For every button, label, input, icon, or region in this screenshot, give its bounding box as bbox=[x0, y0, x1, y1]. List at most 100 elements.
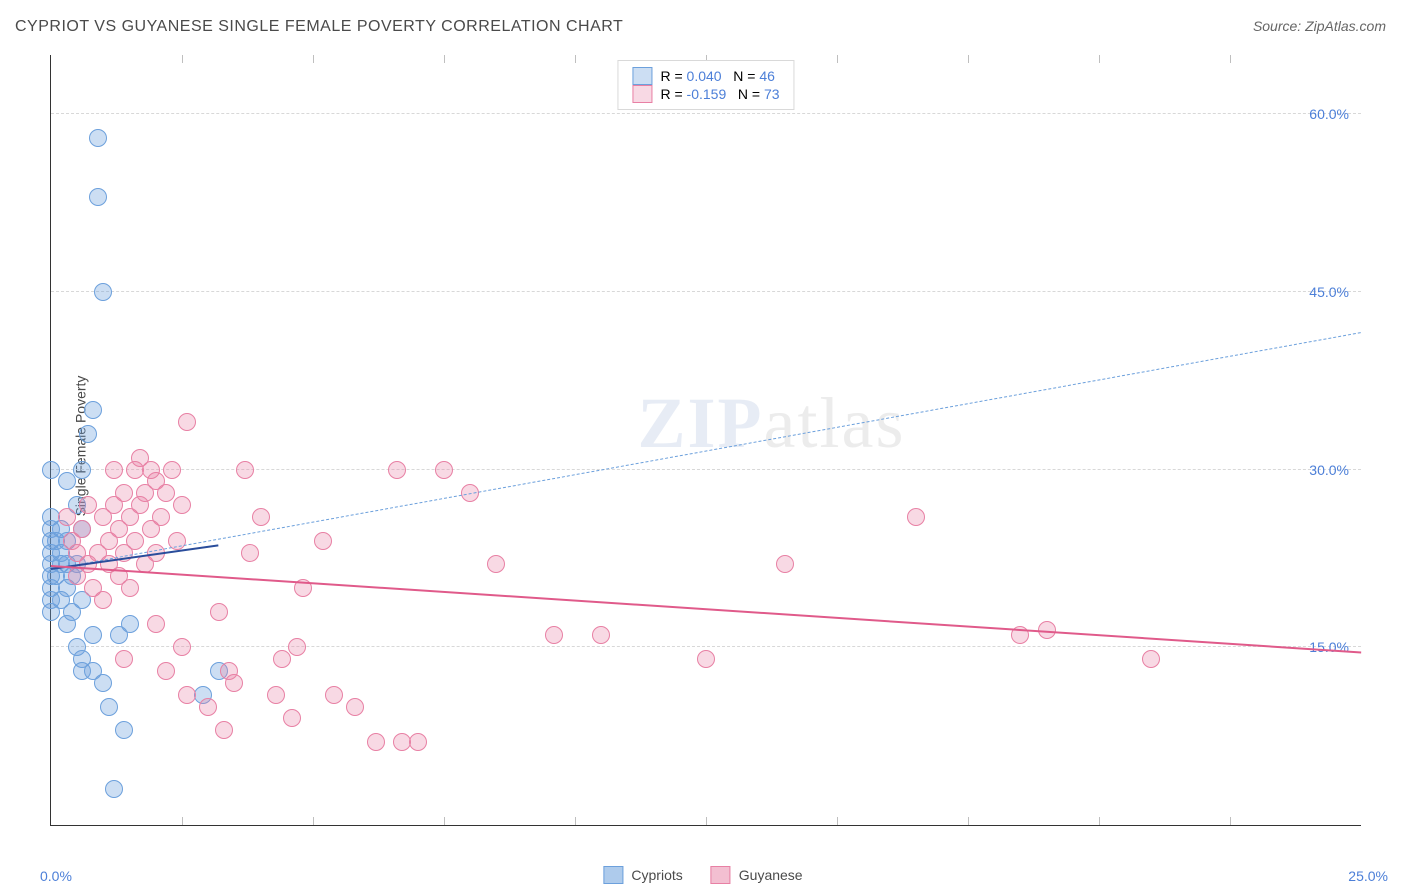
scatter-point bbox=[283, 709, 301, 727]
scatter-point bbox=[367, 733, 385, 751]
scatter-point bbox=[776, 555, 794, 573]
scatter-point bbox=[152, 508, 170, 526]
tick-top bbox=[1230, 55, 1231, 63]
scatter-point bbox=[273, 650, 291, 668]
scatter-point bbox=[79, 496, 97, 514]
scatter-point bbox=[388, 461, 406, 479]
scatter-point bbox=[325, 686, 343, 704]
scatter-point bbox=[173, 496, 191, 514]
scatter-point bbox=[147, 615, 165, 633]
scatter-point bbox=[178, 686, 196, 704]
legend-swatch-guyanese bbox=[711, 866, 731, 884]
correlation-text: R = 0.040 N = 46 bbox=[660, 68, 774, 84]
scatter-point bbox=[58, 508, 76, 526]
tick-top bbox=[837, 55, 838, 63]
tick-bottom bbox=[575, 817, 576, 825]
tick-bottom bbox=[182, 817, 183, 825]
correlation-text: R = -0.159 N = 73 bbox=[660, 86, 779, 102]
scatter-point bbox=[79, 425, 97, 443]
tick-top bbox=[444, 55, 445, 63]
legend-label-guyanese: Guyanese bbox=[739, 867, 803, 883]
chart-container: CYPRIOT VS GUYANESE SINGLE FEMALE POVERT… bbox=[0, 0, 1406, 892]
trend-line bbox=[51, 565, 1361, 653]
scatter-point bbox=[697, 650, 715, 668]
bottom-legend: Cypriots Guyanese bbox=[603, 866, 802, 884]
plot-area: ZIPatlas 15.0% 30.0% 45.0% 60.0% R = 0.040 N… bbox=[50, 55, 1361, 826]
watermark-atlas: atlas bbox=[764, 383, 906, 463]
legend-swatch bbox=[632, 85, 652, 103]
scatter-point bbox=[73, 520, 91, 538]
scatter-point bbox=[199, 698, 217, 716]
correlation-legend-row: R = -0.159 N = 73 bbox=[632, 85, 779, 103]
correlation-legend-row: R = 0.040 N = 46 bbox=[632, 67, 779, 85]
scatter-point bbox=[409, 733, 427, 751]
tick-bottom bbox=[313, 817, 314, 825]
scatter-point bbox=[173, 638, 191, 656]
scatter-point bbox=[115, 650, 133, 668]
gridline-h bbox=[51, 646, 1361, 647]
tick-bottom bbox=[1099, 817, 1100, 825]
scatter-point bbox=[115, 721, 133, 739]
scatter-point bbox=[84, 626, 102, 644]
tick-bottom bbox=[1230, 817, 1231, 825]
chart-title: CYPRIOT VS GUYANESE SINGLE FEMALE POVERT… bbox=[15, 18, 623, 36]
gridline-h bbox=[51, 113, 1361, 114]
legend-swatch-cypriots bbox=[603, 866, 623, 884]
scatter-point bbox=[241, 544, 259, 562]
scatter-point bbox=[215, 721, 233, 739]
y-tick-label: 60.0% bbox=[1309, 106, 1349, 122]
scatter-point bbox=[314, 532, 332, 550]
scatter-point bbox=[267, 686, 285, 704]
scatter-point bbox=[907, 508, 925, 526]
scatter-point bbox=[100, 698, 118, 716]
scatter-point bbox=[105, 780, 123, 798]
scatter-point bbox=[84, 401, 102, 419]
legend-label-cypriots: Cypriots bbox=[631, 867, 682, 883]
scatter-point bbox=[435, 461, 453, 479]
scatter-point bbox=[545, 626, 563, 644]
source-attribution: Source: ZipAtlas.com bbox=[1253, 18, 1386, 34]
scatter-point bbox=[592, 626, 610, 644]
tick-bottom bbox=[837, 817, 838, 825]
tick-bottom bbox=[968, 817, 969, 825]
tick-top bbox=[575, 55, 576, 63]
scatter-point bbox=[346, 698, 364, 716]
scatter-point bbox=[58, 472, 76, 490]
scatter-point bbox=[42, 461, 60, 479]
tick-bottom bbox=[444, 817, 445, 825]
tick-bottom bbox=[706, 817, 707, 825]
legend-item-guyanese: Guyanese bbox=[711, 866, 803, 884]
scatter-point bbox=[89, 188, 107, 206]
scatter-point bbox=[115, 484, 133, 502]
scatter-point bbox=[252, 508, 270, 526]
x-axis-max-label: 25.0% bbox=[1348, 868, 1388, 884]
x-axis-origin-label: 0.0% bbox=[40, 868, 72, 884]
scatter-point bbox=[89, 129, 107, 147]
scatter-point bbox=[121, 615, 139, 633]
scatter-point bbox=[121, 579, 139, 597]
legend-swatch bbox=[632, 67, 652, 85]
y-tick-label: 45.0% bbox=[1309, 284, 1349, 300]
correlation-legend: R = 0.040 N = 46 R = -0.159 N = 73 bbox=[617, 60, 794, 110]
scatter-point bbox=[157, 484, 175, 502]
scatter-point bbox=[73, 461, 91, 479]
scatter-point bbox=[1142, 650, 1160, 668]
trend-line-dashed bbox=[51, 332, 1361, 570]
y-tick-label: 30.0% bbox=[1309, 462, 1349, 478]
scatter-point bbox=[157, 662, 175, 680]
y-tick-label: 15.0% bbox=[1309, 639, 1349, 655]
scatter-point bbox=[163, 461, 181, 479]
scatter-point bbox=[236, 461, 254, 479]
scatter-point bbox=[288, 638, 306, 656]
scatter-point bbox=[126, 532, 144, 550]
scatter-point bbox=[94, 674, 112, 692]
scatter-point bbox=[210, 603, 228, 621]
watermark: ZIPatlas bbox=[638, 382, 906, 465]
scatter-point bbox=[94, 591, 112, 609]
scatter-point bbox=[487, 555, 505, 573]
gridline-h bbox=[51, 291, 1361, 292]
scatter-point bbox=[94, 283, 112, 301]
tick-top bbox=[968, 55, 969, 63]
legend-item-cypriots: Cypriots bbox=[603, 866, 682, 884]
scatter-point bbox=[225, 674, 243, 692]
